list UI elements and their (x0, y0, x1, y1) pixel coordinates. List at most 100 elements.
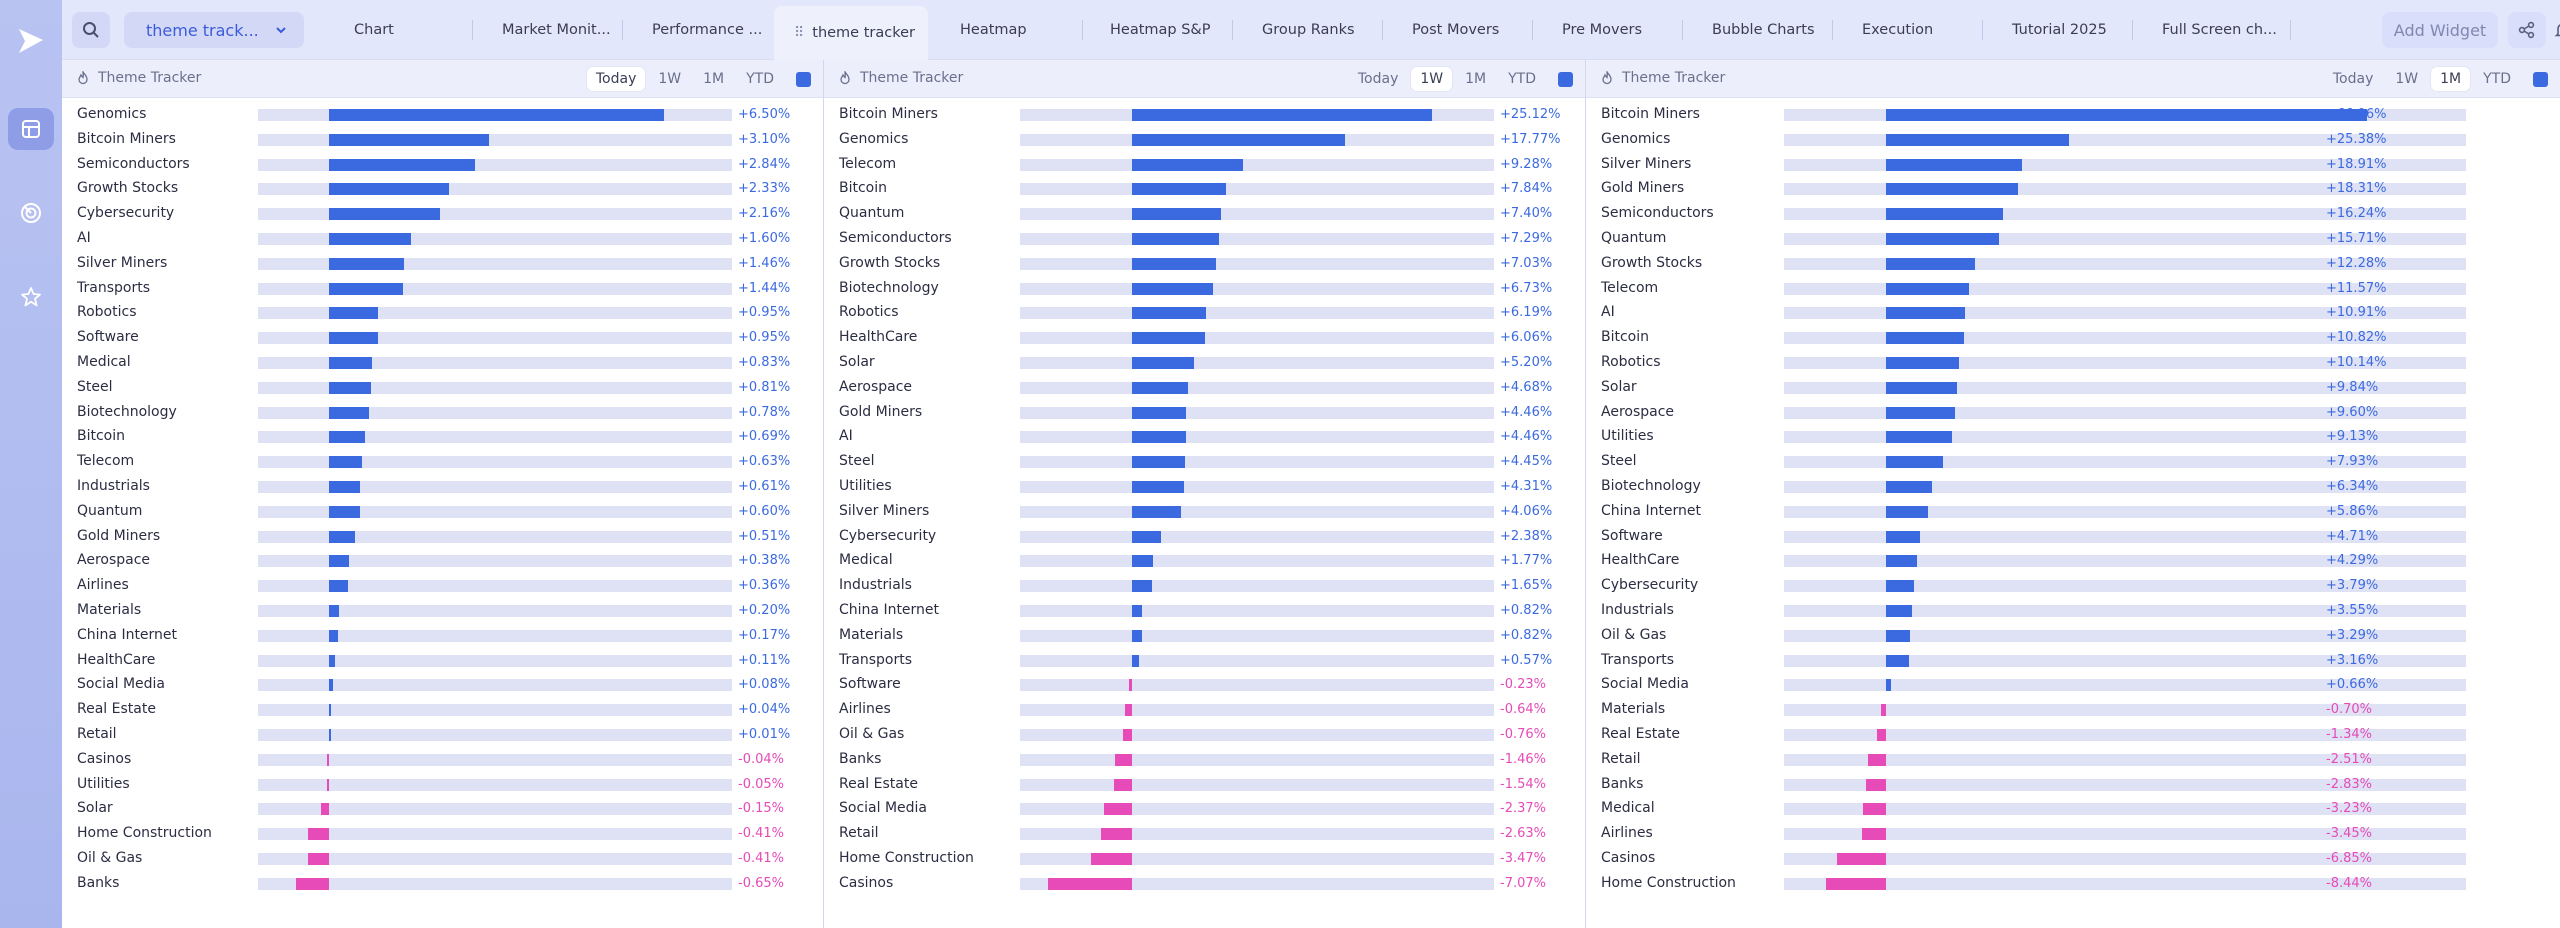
theme-row[interactable]: Cybersecurity +2.16% (62, 202, 823, 227)
tab-group-ranks[interactable]: Group Ranks (1258, 10, 1359, 50)
theme-row[interactable]: AI +10.91% (1586, 301, 2560, 326)
theme-row[interactable]: Gold Miners +4.46% (824, 401, 1585, 426)
theme-row[interactable]: Bitcoin +10.82% (1586, 326, 2560, 351)
period-1m-button[interactable]: 1M (703, 71, 725, 87)
tab-chart[interactable]: Chart (350, 10, 398, 50)
theme-row[interactable]: Real Estate +0.04% (62, 698, 823, 723)
theme-row[interactable]: Cybersecurity +3.79% (1586, 574, 2560, 599)
theme-row[interactable]: Transports +0.57% (824, 649, 1585, 674)
period-1m-button[interactable]: 1M (1465, 71, 1487, 87)
theme-row[interactable]: Telecom +9.28% (824, 153, 1585, 178)
theme-row[interactable]: Semiconductors +7.29% (824, 227, 1585, 252)
theme-row[interactable]: Social Media -2.37% (824, 797, 1585, 822)
theme-row[interactable]: Home Construction -3.47% (824, 847, 1585, 872)
theme-row[interactable]: Robotics +6.19% (824, 301, 1585, 326)
tab-execution[interactable]: Execution (1858, 10, 1937, 50)
theme-row[interactable]: Retail +0.01% (62, 723, 823, 748)
theme-row[interactable]: Casinos -0.04% (62, 748, 823, 773)
theme-row[interactable]: Home Construction -8.44% (1586, 872, 2560, 897)
theme-row[interactable]: Genomics +17.77% (824, 128, 1585, 153)
theme-row[interactable]: Solar +9.84% (1586, 376, 2560, 401)
theme-row[interactable]: Real Estate -1.34% (1586, 723, 2560, 748)
tab-market-monitor[interactable]: Market Monit... (498, 10, 618, 50)
theme-row[interactable]: AI +1.60% (62, 227, 823, 252)
theme-row[interactable]: Oil & Gas +3.29% (1586, 624, 2560, 649)
theme-row[interactable]: Oil & Gas -0.41% (62, 847, 823, 872)
theme-row[interactable]: Home Construction -0.41% (62, 822, 823, 847)
theme-row[interactable]: Biotechnology +6.34% (1586, 475, 2560, 500)
workspace-select[interactable]: theme track... (124, 12, 304, 48)
theme-row[interactable]: Industrials +3.55% (1586, 599, 2560, 624)
theme-row[interactable]: Airlines +0.36% (62, 574, 823, 599)
theme-row[interactable]: Growth Stocks +12.28% (1586, 252, 2560, 277)
theme-row[interactable]: Robotics +0.95% (62, 301, 823, 326)
theme-row[interactable]: Gold Miners +0.51% (62, 525, 823, 550)
theme-row[interactable]: Aerospace +4.68% (824, 376, 1585, 401)
theme-row[interactable]: Real Estate -1.54% (824, 773, 1585, 798)
theme-row[interactable]: Steel +7.93% (1586, 450, 2560, 475)
tab-heatmap[interactable]: Heatmap (956, 10, 1031, 50)
theme-row[interactable]: Genomics +6.50% (62, 103, 823, 128)
tab-performance[interactable]: Performance ... (648, 10, 766, 50)
period-ytd-button[interactable]: YTD (746, 71, 774, 87)
theme-row[interactable]: Retail -2.51% (1586, 748, 2560, 773)
tab-full-screen-chart[interactable]: Full Screen ch... (2158, 10, 2288, 50)
theme-row[interactable]: AI +4.46% (824, 425, 1585, 450)
tab-heatmap-sp[interactable]: Heatmap S&P (1106, 10, 1214, 50)
theme-row[interactable]: Growth Stocks +2.33% (62, 177, 823, 202)
theme-row[interactable]: Quantum +7.40% (824, 202, 1585, 227)
nav-favorites-button[interactable] (8, 276, 54, 318)
share-button[interactable] (2508, 12, 2546, 48)
theme-row[interactable]: Growth Stocks +7.03% (824, 252, 1585, 277)
theme-row[interactable]: Quantum +0.60% (62, 500, 823, 525)
theme-row[interactable]: Utilities +9.13% (1586, 425, 2560, 450)
period-ytd-button[interactable]: YTD (1508, 71, 1536, 87)
theme-row[interactable]: Cybersecurity +2.38% (824, 525, 1585, 550)
theme-row[interactable]: Airlines -0.64% (824, 698, 1585, 723)
theme-row[interactable]: Oil & Gas -0.76% (824, 723, 1585, 748)
tab-bubble-charts[interactable]: Bubble Charts (1708, 10, 1819, 50)
theme-row[interactable]: Casinos -7.07% (824, 872, 1585, 897)
theme-row[interactable]: Steel +4.45% (824, 450, 1585, 475)
tab-theme-tracker[interactable]: ⠿ theme tracker (774, 6, 928, 60)
theme-row[interactable]: China Internet +0.17% (62, 624, 823, 649)
period-today-button[interactable]: Today (586, 67, 646, 91)
theme-row[interactable]: Materials +0.82% (824, 624, 1585, 649)
period-1m-button[interactable]: 1M (2431, 67, 2471, 91)
theme-row[interactable]: Utilities -0.05% (62, 773, 823, 798)
theme-row[interactable]: Software -0.23% (824, 673, 1585, 698)
theme-row[interactable]: Bitcoin +7.84% (824, 177, 1585, 202)
theme-row[interactable]: Transports +1.44% (62, 277, 823, 302)
search-button[interactable] (72, 12, 110, 48)
period-1w-button[interactable]: 1W (2395, 71, 2419, 87)
theme-row[interactable]: Solar -0.15% (62, 797, 823, 822)
theme-row[interactable]: Bitcoin Miners +25.12% (824, 103, 1585, 128)
color-picker-swatch[interactable] (796, 72, 811, 87)
theme-row[interactable]: Gold Miners +18.31% (1586, 177, 2560, 202)
period-1w-button[interactable]: 1W (1411, 67, 1453, 91)
theme-row[interactable]: HealthCare +4.29% (1586, 549, 2560, 574)
theme-row[interactable]: Genomics +25.38% (1586, 128, 2560, 153)
period-today-button[interactable]: Today (1357, 71, 1399, 87)
theme-row[interactable]: Aerospace +0.38% (62, 549, 823, 574)
theme-row[interactable]: Telecom +0.63% (62, 450, 823, 475)
theme-row[interactable]: Medical +0.83% (62, 351, 823, 376)
theme-row[interactable]: Transports +3.16% (1586, 649, 2560, 674)
theme-row[interactable]: Quantum +15.71% (1586, 227, 2560, 252)
theme-row[interactable]: Silver Miners +4.06% (824, 500, 1585, 525)
period-today-button[interactable]: Today (2332, 71, 2374, 87)
period-ytd-button[interactable]: YTD (2483, 71, 2511, 87)
theme-row[interactable]: Airlines -3.45% (1586, 822, 2560, 847)
theme-row[interactable]: China Internet +0.82% (824, 599, 1585, 624)
theme-row[interactable]: Software +4.71% (1586, 525, 2560, 550)
color-picker-swatch[interactable] (2533, 72, 2548, 87)
theme-row[interactable]: Industrials +1.65% (824, 574, 1585, 599)
theme-row[interactable]: Silver Miners +18.91% (1586, 153, 2560, 178)
theme-row[interactable]: China Internet +5.86% (1586, 500, 2560, 525)
theme-row[interactable]: Social Media +0.08% (62, 673, 823, 698)
theme-row[interactable]: Utilities +4.31% (824, 475, 1585, 500)
theme-row[interactable]: Medical +1.77% (824, 549, 1585, 574)
theme-row[interactable]: HealthCare +0.11% (62, 649, 823, 674)
nav-dashboard-button[interactable] (8, 108, 54, 150)
theme-row[interactable]: Medical -3.23% (1586, 797, 2560, 822)
